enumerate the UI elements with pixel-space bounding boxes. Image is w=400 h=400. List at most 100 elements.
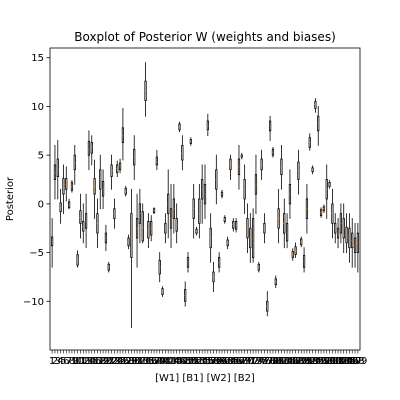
x-tick-label: 50 [184,356,197,367]
x-tick-label: 85 [284,356,297,367]
box-body [59,202,62,213]
box-33 [141,203,144,244]
box-8 [70,180,74,193]
box-83 [283,198,286,249]
box-37 [152,207,156,215]
box-91 [305,183,309,234]
x-tick-label: 46 [173,356,186,367]
box-40 [161,286,164,297]
box-55 [203,164,207,219]
x-tick-label: 101 [326,356,345,367]
x-tick-label: 79 [267,356,280,367]
x-tick-label: 24 [111,356,124,367]
box-60 [218,252,221,273]
x-tick-label: 105 [337,356,356,367]
x-tick-label: 15 [85,356,98,367]
x-tick-label: 36 [145,356,158,367]
x-tick-label: 57 [204,356,217,367]
x-tick-label: 14 [83,356,96,367]
x-tick-label: 29 [125,356,138,367]
box-18 [99,154,102,210]
x-axis-label: [W1] [B1] [W2] [B2] [155,373,255,384]
box-70 [246,203,249,253]
box-17 [96,198,99,249]
x-tick-label: 3 [55,356,61,367]
x-tick-label: 43 [165,356,178,367]
x-tick-label: 82 [275,356,288,367]
box-46 [178,121,181,133]
box-43 [169,183,173,249]
x-tick-label: 72 [247,356,260,367]
box-95 [317,106,320,146]
x-tick-label: 80 [269,356,282,367]
x-tick-label: 94 [309,356,322,367]
box-101 [334,213,337,244]
x-tick-label: 8 [69,356,75,367]
box-108 [353,222,357,268]
x-tick-label: 4 [57,356,63,367]
x-tick-label: 49 [182,356,195,367]
box-58 [212,261,215,292]
box-92 [308,133,311,151]
box-44 [172,183,175,234]
x-tick-label: 88 [292,356,305,367]
x-tick-label: 48 [179,356,192,367]
x-tick-label: 9 [72,356,78,367]
box-78 [269,115,272,141]
x-tick-label: 76 [258,356,271,367]
box-23 [113,198,116,229]
x-tick-label: 16 [88,356,101,367]
x-tick-label: 62 [218,356,231,367]
box-36 [150,215,153,242]
y-axis-label: Posterior [5,176,16,221]
box-27 [124,185,127,197]
y-tick-label: 10 [31,102,44,113]
box-69 [243,164,246,215]
box-72 [252,208,255,263]
box-body [84,213,88,229]
x-tick-label: 64 [224,356,237,367]
x-tick-label: 17 [91,356,104,367]
x-tick-label: 93 [306,356,319,367]
box-109 [356,222,359,273]
box-47 [181,135,184,171]
x-tick-label: 45 [170,356,183,367]
box-80 [274,275,277,289]
x-tick-label: 21 [102,356,115,367]
box-26 [121,108,125,161]
box-5 [62,164,65,215]
box-body [147,221,150,239]
box-32 [138,188,141,244]
x-tick-label: 6 [63,356,69,367]
box-13 [84,193,88,249]
box-96 [319,207,323,218]
x-tick-label: 58 [207,356,220,367]
y-tick-label: −10 [23,297,44,308]
box-75 [260,149,263,180]
x-tick-label: 63 [221,356,234,367]
x-tick-label: 28 [122,356,135,367]
box-76 [263,213,266,244]
x-tick-label: 73 [250,356,263,367]
box-104 [342,203,345,253]
box-99 [328,180,331,189]
x-tick-label: 96 [315,356,328,367]
box-body [181,145,184,161]
box-41 [164,213,167,244]
box-body [130,213,133,258]
box-body [90,142,93,154]
box-94 [314,98,317,113]
x-tick-label: 109 [348,356,367,367]
box-34 [144,62,147,117]
x-tick-label: 26 [117,356,130,367]
box-79 [271,146,275,158]
box-39 [158,252,161,283]
x-tick-label: 70 [241,356,254,367]
box-body [53,164,57,180]
x-tick-label: 78 [264,356,277,367]
box-body [155,156,158,166]
y-tick-label: 15 [31,53,44,64]
box-body [101,181,105,197]
box-body [51,236,54,247]
